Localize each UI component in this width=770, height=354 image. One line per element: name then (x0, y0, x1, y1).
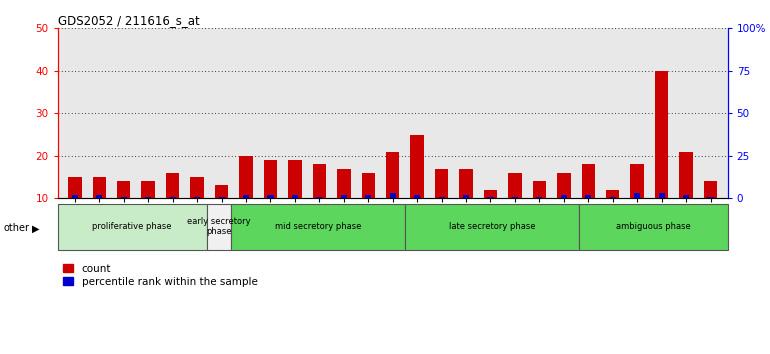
Bar (337, 169, 350, 241)
Bar (557, 173, 571, 241)
Bar (190, 177, 204, 241)
FancyBboxPatch shape (58, 204, 206, 250)
Bar (679, 152, 693, 241)
Bar (146, 196, 151, 198)
Bar (264, 160, 277, 241)
FancyBboxPatch shape (579, 204, 728, 250)
Bar (142, 181, 155, 241)
Bar (72, 195, 78, 198)
Bar (435, 169, 448, 241)
Bar (581, 164, 595, 241)
Bar (362, 173, 375, 241)
Bar (512, 196, 518, 198)
Bar (243, 195, 249, 198)
Bar (533, 181, 546, 241)
Bar (683, 195, 689, 198)
Bar (169, 196, 176, 198)
Bar (410, 135, 424, 241)
Bar (341, 195, 346, 198)
Bar (439, 196, 444, 198)
Bar (219, 196, 225, 198)
Bar (708, 196, 714, 198)
FancyBboxPatch shape (206, 204, 232, 250)
Bar (117, 181, 130, 241)
Bar (292, 195, 298, 198)
Text: early secretory
phase: early secretory phase (187, 217, 251, 236)
Bar (487, 196, 494, 198)
Bar (634, 193, 640, 198)
Bar (463, 195, 469, 198)
Text: late secretory phase: late secretory phase (449, 222, 535, 231)
Bar (658, 193, 665, 198)
Bar (460, 169, 473, 241)
Bar (121, 196, 127, 198)
Bar (92, 177, 106, 241)
Bar (414, 195, 420, 198)
FancyBboxPatch shape (405, 204, 579, 250)
Text: ambiguous phase: ambiguous phase (616, 222, 691, 231)
Bar (655, 71, 668, 241)
Bar (561, 195, 567, 198)
Bar (390, 193, 396, 198)
Bar (215, 185, 228, 241)
Bar (194, 196, 200, 198)
Bar (537, 196, 542, 198)
Bar (508, 173, 521, 241)
Text: mid secretory phase: mid secretory phase (275, 222, 361, 231)
Bar (166, 173, 179, 241)
Bar (239, 156, 253, 241)
Bar (585, 195, 591, 198)
Bar (267, 195, 273, 198)
Bar (96, 195, 102, 198)
Bar (631, 164, 644, 241)
Bar (313, 164, 326, 241)
Bar (704, 181, 718, 241)
Text: ▶: ▶ (32, 223, 40, 233)
Text: proliferative phase: proliferative phase (92, 222, 172, 231)
Bar (610, 196, 616, 198)
Bar (386, 152, 400, 241)
FancyBboxPatch shape (232, 204, 405, 250)
Bar (606, 190, 619, 241)
Bar (316, 196, 323, 198)
Bar (484, 190, 497, 241)
Text: GDS2052 / 211616_s_at: GDS2052 / 211616_s_at (58, 14, 199, 27)
Bar (68, 177, 82, 241)
Legend: count, percentile rank within the sample: count, percentile rank within the sample (63, 264, 258, 287)
Bar (288, 160, 302, 241)
Bar (365, 195, 371, 198)
Text: other: other (4, 223, 30, 233)
